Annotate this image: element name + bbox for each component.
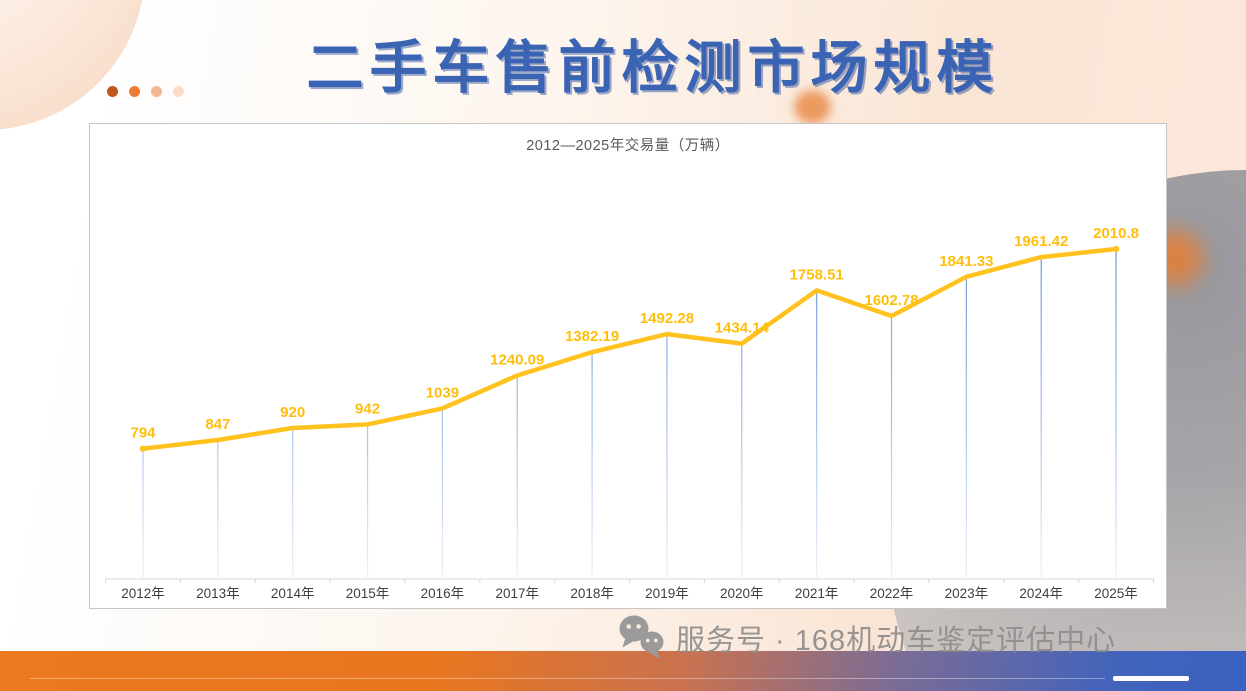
x-axis-label: 2019年 [645, 586, 689, 601]
series-end-marker [139, 445, 147, 452]
x-axis-label: 2023年 [945, 586, 989, 601]
data-label: 1841.33 [939, 253, 993, 270]
data-label: 2010.8 [1093, 225, 1139, 242]
data-label: 942 [355, 400, 380, 417]
market-chart: 794 847 920 942 1039 1240.09 1382.19 1492.28 143… [105, 225, 1154, 601]
x-axis-label: 2015年 [346, 586, 390, 601]
x-axis-label: 2024年 [1019, 586, 1063, 601]
x-axis-label: 2014年 [271, 586, 315, 601]
dot-1 [107, 86, 118, 97]
data-label: 794 [130, 425, 156, 442]
series-end-marker [1112, 245, 1120, 253]
series-line [140, 246, 1119, 451]
x-axis-label: 2013年 [196, 586, 240, 601]
x-axis-label: 2020年 [720, 586, 764, 601]
x-axis-label: 2025年 [1094, 586, 1138, 601]
page-title: 二手车售前检测市场规模 [306, 37, 1000, 100]
data-label: 847 [205, 416, 230, 433]
chart-card: 2012—2025年交易量（万辆） 794 847 920 942 1039 1240.0… [89, 123, 1167, 609]
bar-accent-line [1113, 676, 1189, 681]
bar-thin-line [30, 678, 1105, 679]
orange-dot-decoration [794, 90, 831, 124]
dot-2 [129, 86, 140, 97]
data-label: 1758.51 [790, 266, 844, 283]
footer-service-label: 服务号 · 168机动车鉴定评估中心 [676, 624, 1117, 657]
dot-4 [173, 86, 184, 97]
data-label: 920 [280, 404, 305, 421]
bullet-dots-decoration [107, 86, 184, 97]
x-axis-label: 2022年 [870, 586, 914, 601]
dot-3 [151, 86, 162, 97]
data-label: 1602.78 [864, 292, 918, 309]
data-label: 1039 [426, 384, 459, 401]
data-label: 1382.19 [565, 328, 619, 345]
data-label: 1240.09 [490, 351, 544, 368]
x-axis-label: 2021年 [795, 586, 839, 601]
x-axis-label: 2017年 [495, 586, 539, 601]
data-label: 1492.28 [640, 310, 694, 327]
x-axis-label: 2018年 [570, 586, 614, 601]
footer: 服务号 · 168机动车鉴定评估中心 [618, 614, 1116, 661]
bottom-gradient-bar [0, 651, 1246, 691]
x-axis-label: 2016年 [421, 586, 465, 601]
wechat-icon [619, 615, 664, 659]
x-axis-label: 2012年 [121, 586, 165, 601]
data-label: 1434.14 [715, 320, 770, 337]
chart-title: 2012—2025年交易量（万辆） [526, 138, 730, 154]
data-label: 1961.42 [1014, 233, 1068, 250]
